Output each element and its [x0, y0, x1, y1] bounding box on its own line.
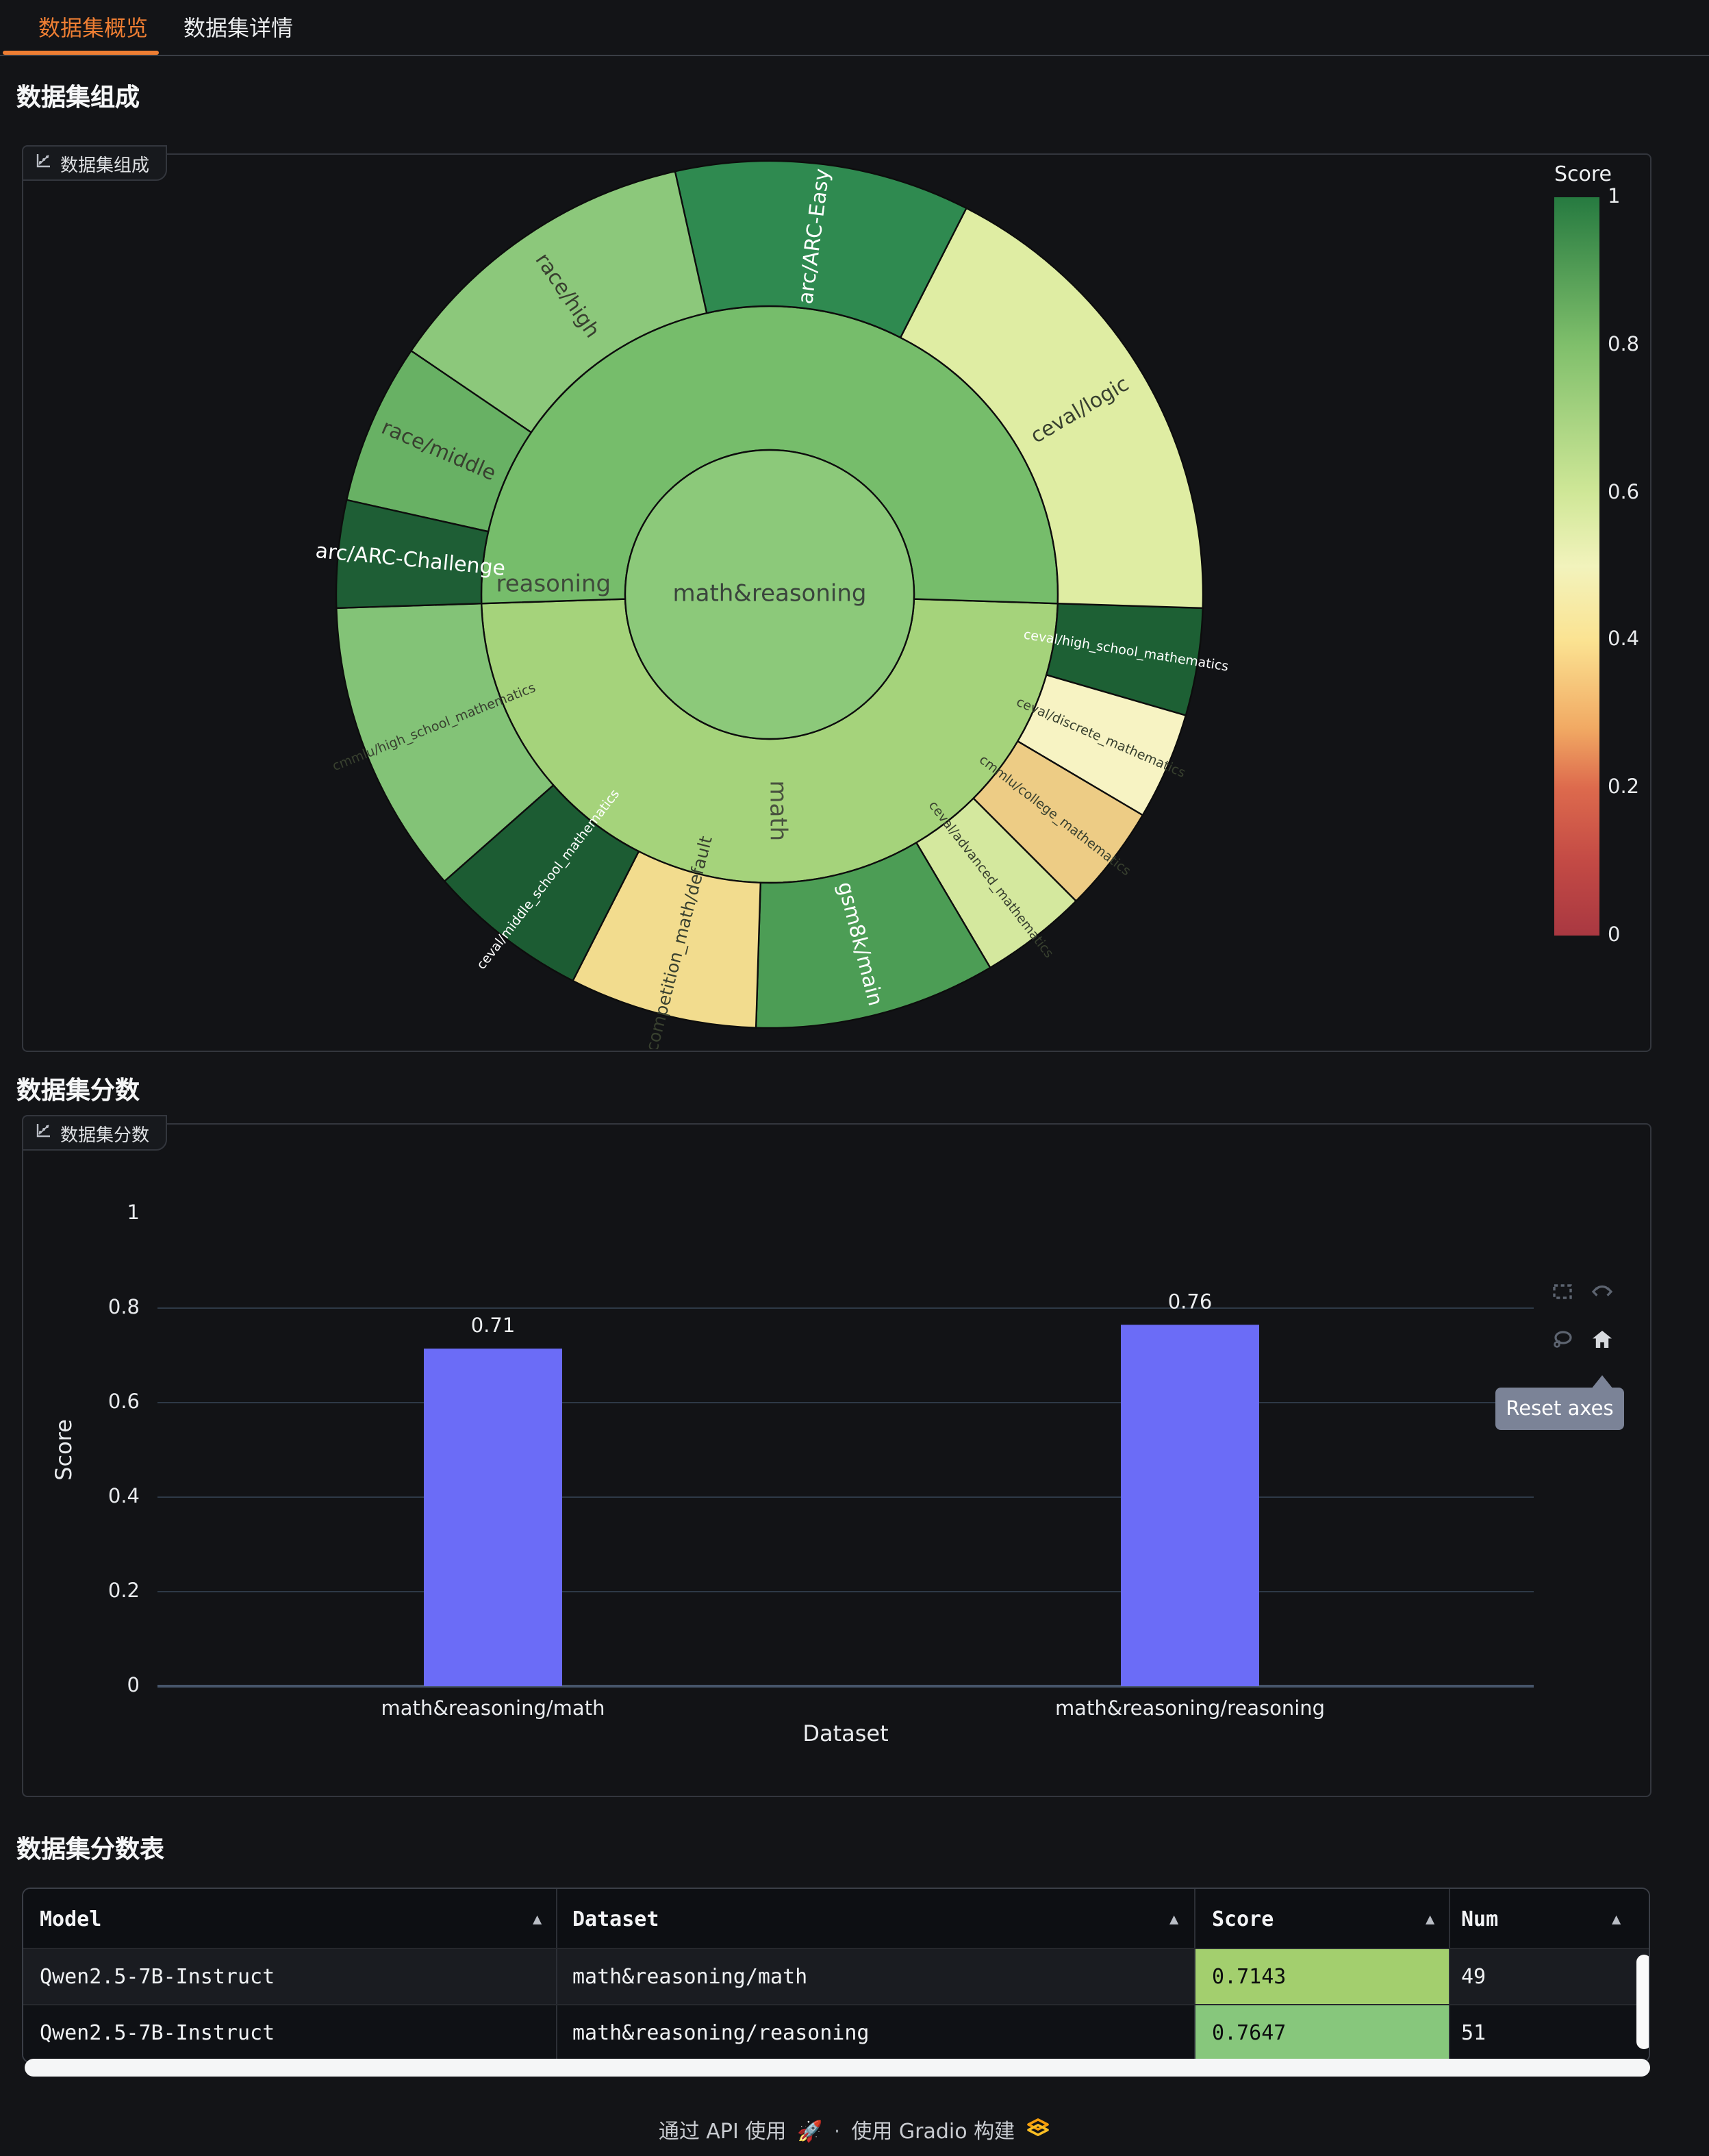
row-divider	[23, 1948, 1649, 1949]
box-select-icon[interactable]	[1552, 1281, 1573, 1303]
reset-axes-tooltip: Reset axes	[1495, 1388, 1624, 1430]
tab-dataset-overview[interactable]: 数据集概览	[38, 15, 149, 41]
colorbar-tick: 0	[1608, 925, 1621, 947]
colorbar-tick: 0.6	[1608, 482, 1640, 504]
column-divider	[1194, 1889, 1195, 2061]
col-header-dataset[interactable]: Dataset	[572, 1906, 659, 1931]
gradio-logo-icon	[1026, 2118, 1050, 2144]
colorbar-title: Score	[1554, 162, 1612, 186]
section-title-score-table: 数据集分数表	[16, 1835, 164, 1864]
autoscale-icon[interactable]	[1591, 1281, 1613, 1303]
y-tick-label: 1	[127, 1201, 140, 1224]
sunburst-label: math&reasoning	[673, 580, 867, 607]
sunburst-center[interactable]	[624, 449, 915, 740]
sunburst-chart[interactable]: ceval/high_school_mathematicsceval/discr…	[22, 153, 1649, 1049]
y-tick-label: 0.2	[108, 1579, 140, 1602]
sunburst-segment[interactable]	[443, 784, 640, 982]
table-horizontal-scrollbar[interactable]	[25, 2059, 1650, 2077]
colorbar-tick: 0.2	[1608, 777, 1640, 799]
score-table: Model ▲ Dataset ▲ Score ▲ Num ▲ Qwen2.5-…	[22, 1888, 1650, 2063]
x-axis-title: Dataset	[802, 1720, 888, 1746]
col-header-model[interactable]: Model	[40, 1906, 102, 1931]
scores-chart-label-text: 数据集分数	[60, 1125, 150, 1146]
scatter-chart-icon	[34, 1121, 52, 1144]
sunburst-segment[interactable]	[572, 850, 762, 1029]
use-via-api-link[interactable]: 通过 API 使用	[658, 2119, 787, 2144]
sunburst-segment[interactable]	[336, 602, 555, 883]
sunburst-segment[interactable]	[1016, 673, 1187, 816]
cell-model: Qwen2.5-7B-Instruct	[40, 1964, 275, 1988]
sunburst-segment[interactable]	[915, 797, 1078, 969]
sort-icon-num[interactable]: ▲	[1612, 1909, 1621, 1927]
y-tick-label: 0.4	[108, 1484, 140, 1507]
sunburst-label: math	[765, 780, 792, 841]
colorbar-tick: 0.4	[1608, 629, 1640, 651]
section-title-scores: 数据集分数	[16, 1077, 140, 1105]
y-tick-label: 0	[127, 1673, 140, 1696]
tooltip-arrow	[1591, 1375, 1613, 1389]
sort-icon-model[interactable]: ▲	[533, 1909, 542, 1927]
col-header-score[interactable]: Score	[1212, 1906, 1274, 1931]
bar-math&reasoning/math[interactable]	[424, 1349, 562, 1686]
colorbar-tick: 1	[1608, 186, 1621, 208]
cell-dataset: math&reasoning/math	[572, 1964, 808, 1988]
tab-bar: 数据集概览 数据集详情	[0, 0, 1709, 56]
cell-score-colored: 0.7143	[1195, 1948, 1449, 2004]
cell-score-colored: 0.7647	[1195, 2004, 1449, 2061]
colorbar-tick: 0.8	[1608, 334, 1640, 356]
cell-num: 49	[1461, 1964, 1486, 1988]
tab-dataset-detail[interactable]: 数据集详情	[183, 15, 294, 41]
composition-chart-label-text: 数据集组成	[60, 155, 150, 176]
reset-axes-home-icon[interactable]	[1591, 1329, 1613, 1351]
sort-icon-score[interactable]: ▲	[1426, 1909, 1435, 1927]
sort-icon-dataset[interactable]: ▲	[1169, 1909, 1179, 1927]
cell-num: 51	[1461, 2020, 1486, 2045]
y-axis-title: Score	[51, 1419, 77, 1481]
sunburst-segment[interactable]	[335, 499, 490, 610]
built-with-gradio-link[interactable]: 使用 Gradio 构建	[851, 2119, 1015, 2144]
column-divider	[1449, 1889, 1450, 2061]
footer: 通过 API 使用 🚀 · 使用 Gradio 构建	[0, 2116, 1709, 2145]
section-title-composition: 数据集组成	[16, 84, 140, 112]
x-tick-label: math&reasoning/math	[381, 1696, 605, 1720]
bar-value-label: 0.76	[1168, 1290, 1213, 1313]
x-tick-label: math&reasoning/reasoning	[1055, 1696, 1325, 1720]
active-tab-underline	[3, 51, 159, 55]
score-colorbar	[1554, 197, 1599, 936]
y-tick-label: 0.8	[108, 1295, 140, 1318]
rocket-icon: 🚀	[797, 2118, 823, 2143]
column-divider	[556, 1889, 557, 2061]
scores-chart-label: 数据集分数	[22, 1115, 168, 1151]
bar-math&reasoning/reasoning[interactable]	[1121, 1325, 1259, 1686]
cell-model: Qwen2.5-7B-Instruct	[40, 2020, 275, 2045]
col-header-num[interactable]: Num	[1461, 1906, 1499, 1931]
table-vertical-scrollbar[interactable]	[1636, 1955, 1649, 2049]
sunburst-segment[interactable]	[972, 740, 1144, 903]
composition-chart-label: 数据集组成	[22, 145, 168, 181]
y-tick-label: 0.6	[108, 1390, 140, 1413]
bar-chart[interactable]: 0 0.2 0.4 0.6 0.8 1 0.71 math&reasoning/math 0.7…	[22, 1123, 1649, 1794]
scatter-chart-icon	[34, 151, 52, 175]
row-divider	[23, 2004, 1649, 2005]
bar-value-label: 0.71	[471, 1314, 516, 1337]
sunburst-segment[interactable]	[755, 841, 991, 1029]
cell-dataset: math&reasoning/reasoning	[572, 2020, 870, 2045]
lasso-select-icon[interactable]	[1552, 1329, 1573, 1351]
footer-separator: ·	[833, 2118, 841, 2143]
table-header-row: Model ▲ Dataset ▲ Score ▲ Num ▲	[23, 1889, 1649, 1948]
sunburst-segment[interactable]	[899, 207, 1204, 610]
sunburst-label: reasoning	[496, 571, 611, 598]
